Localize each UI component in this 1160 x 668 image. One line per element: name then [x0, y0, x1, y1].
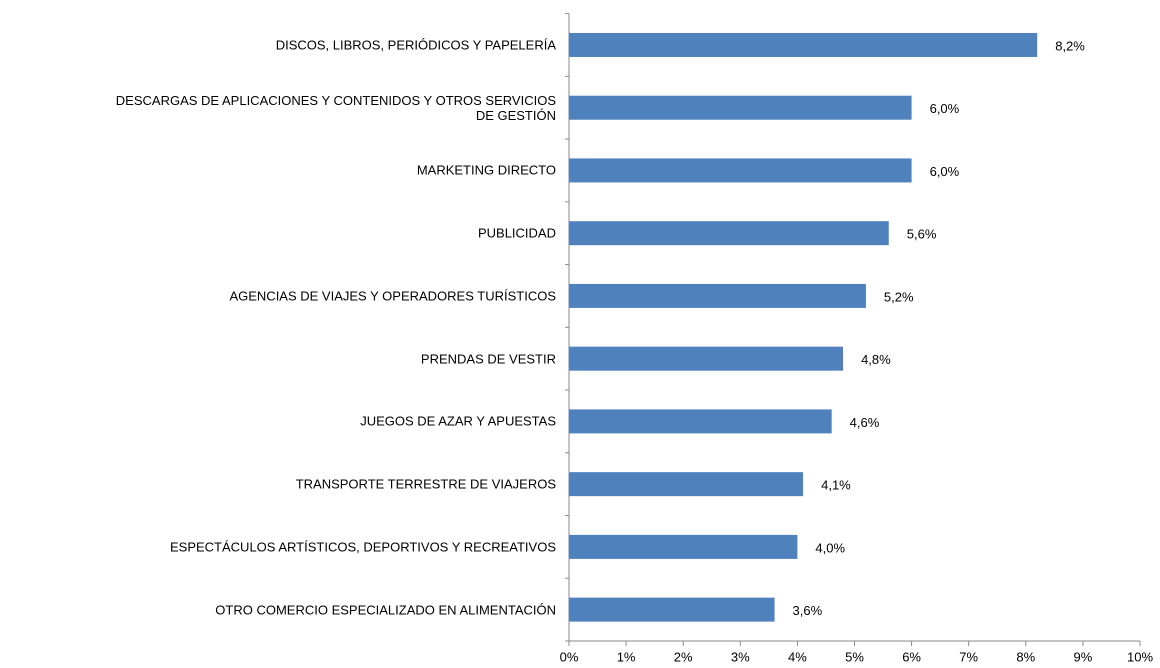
value-label: 5,2% [884, 289, 914, 304]
bar [569, 346, 844, 371]
value-label: 8,2% [1055, 38, 1085, 53]
x-tick-label: 8% [1016, 649, 1035, 664]
x-tick-label: 1% [617, 649, 636, 664]
y-tick-label: AGENCIAS DE VIAJES Y OPERADORES TURÍSTIC… [229, 288, 556, 304]
y-tick-label: PRENDAS DE VESTIR [420, 351, 556, 367]
value-label: 3,6% [793, 603, 823, 618]
x-tick-label: 7% [959, 649, 978, 664]
y-tick-label: DISCOS, LIBROS, PERIÓDICOS Y PAPELERÍA [275, 37, 556, 53]
bar [569, 221, 889, 246]
bar [569, 32, 1038, 57]
bar [569, 95, 912, 120]
bar [569, 409, 832, 434]
x-tick-label: 3% [731, 649, 750, 664]
value-label: 4,8% [861, 352, 891, 367]
x-tick-label: 2% [674, 649, 693, 664]
bar [569, 283, 866, 308]
value-label: 6,0% [930, 101, 960, 116]
x-tick-label: 9% [1074, 649, 1093, 664]
x-tick-label: 4% [788, 649, 807, 664]
y-tick-label: TRANSPORTE TERRESTRE DE VIAJEROS [295, 476, 556, 492]
y-tick-label: JUEGOS DE AZAR Y APUESTAS [360, 413, 556, 429]
bar [569, 597, 775, 622]
bar [569, 534, 798, 559]
y-tick-label: PUBLICIDAD [477, 225, 556, 241]
x-tick-label: 6% [902, 649, 921, 664]
y-tick-label: OTRO COMERCIO ESPECIALIZADO EN ALIMENTAC… [215, 602, 556, 618]
value-label: 4,6% [850, 415, 880, 430]
value-label: 6,0% [930, 164, 960, 179]
x-tick-label: 0% [560, 649, 579, 664]
x-tick-label: 5% [845, 649, 864, 664]
bar [569, 472, 804, 497]
bar [569, 158, 912, 183]
value-label: 4,1% [821, 478, 851, 493]
y-tick-label: MARKETING DIRECTO [416, 162, 556, 178]
y-tick-label: ESPECTÁCULOS ARTÍSTICOS, DEPORTIVOS Y RE… [169, 539, 556, 555]
x-tick-label: 10% [1127, 649, 1153, 664]
value-label: 5,6% [907, 227, 937, 242]
y-tick-label: DESCARGAS DE APLICACIONES Y CONTENIDOS Y… [115, 92, 556, 123]
value-label: 4,0% [815, 540, 845, 555]
